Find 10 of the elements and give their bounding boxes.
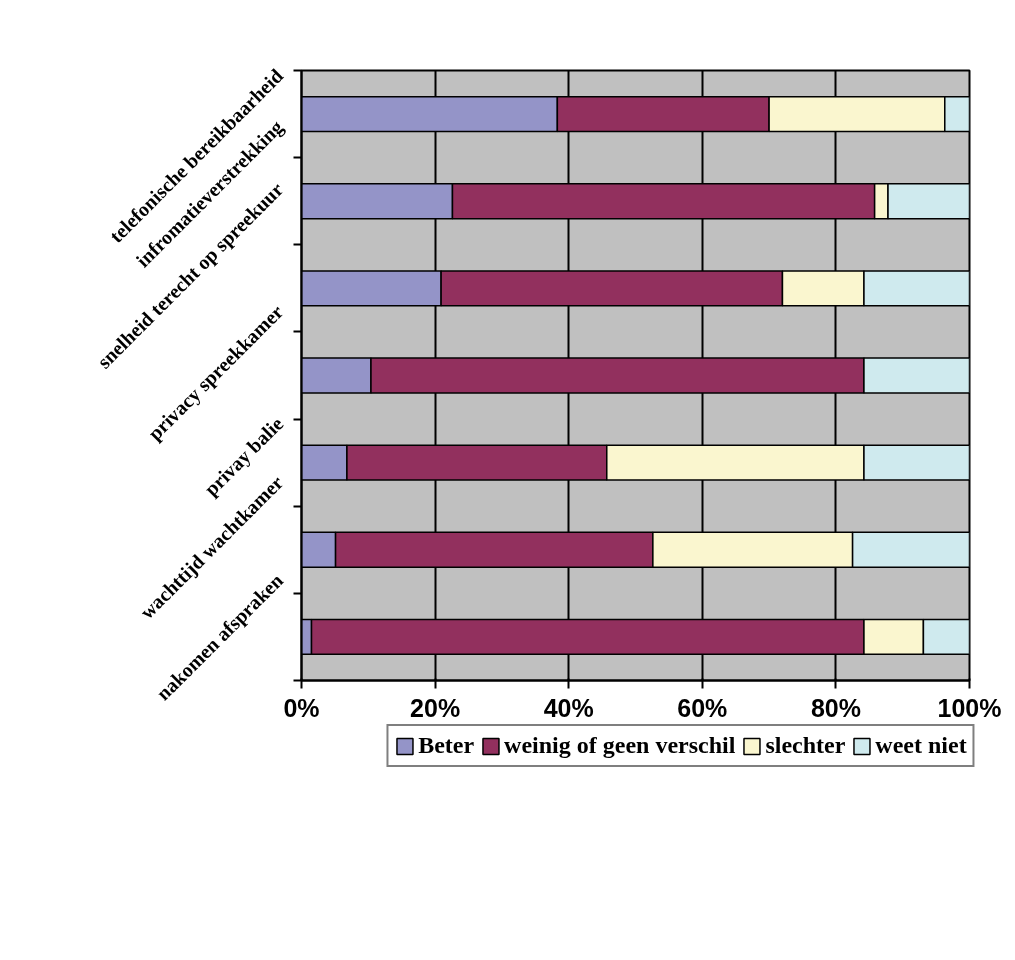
legend-label: slechter [765,732,846,759]
legend-label: Beter [418,732,475,759]
x-tick-label: 60% [677,693,728,722]
x-tick-label: 40% [543,693,594,722]
x-tick-label: 20% [410,693,461,722]
legend-label: weinig of geen verschil [504,732,736,759]
legend-label: weet niet [875,732,967,759]
x-tick-label: 100% [937,693,1002,722]
x-tick-label: 0% [283,693,320,722]
x-tick-label: 80% [810,693,861,722]
